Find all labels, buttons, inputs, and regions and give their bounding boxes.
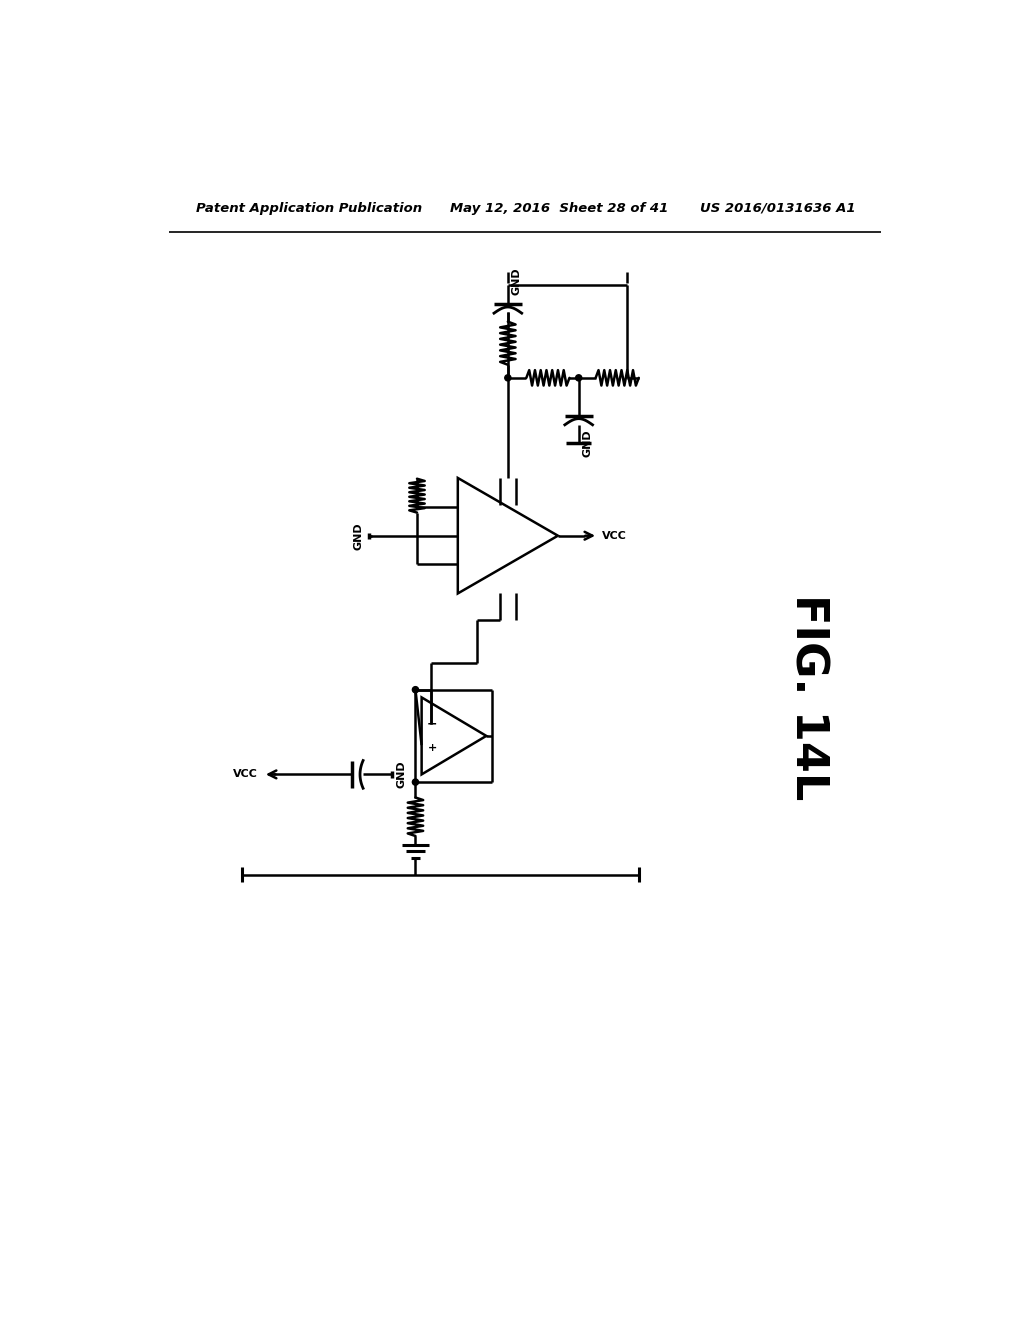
Text: GND: GND [353, 521, 364, 549]
Text: US 2016/0131636 A1: US 2016/0131636 A1 [700, 202, 856, 215]
Text: GND: GND [396, 760, 407, 788]
Text: VCC: VCC [602, 531, 627, 541]
Text: +: + [428, 743, 437, 754]
Circle shape [575, 375, 582, 381]
Text: VCC: VCC [232, 770, 258, 779]
Circle shape [505, 375, 511, 381]
Text: May 12, 2016  Sheet 28 of 41: May 12, 2016 Sheet 28 of 41 [451, 202, 669, 215]
Text: FIG. 14L: FIG. 14L [786, 594, 829, 800]
Circle shape [413, 686, 419, 693]
Text: GND: GND [512, 268, 521, 296]
Text: GND: GND [583, 429, 593, 457]
Circle shape [413, 779, 419, 785]
Text: Patent Application Publication: Patent Application Publication [196, 202, 422, 215]
Text: −: − [427, 717, 437, 730]
